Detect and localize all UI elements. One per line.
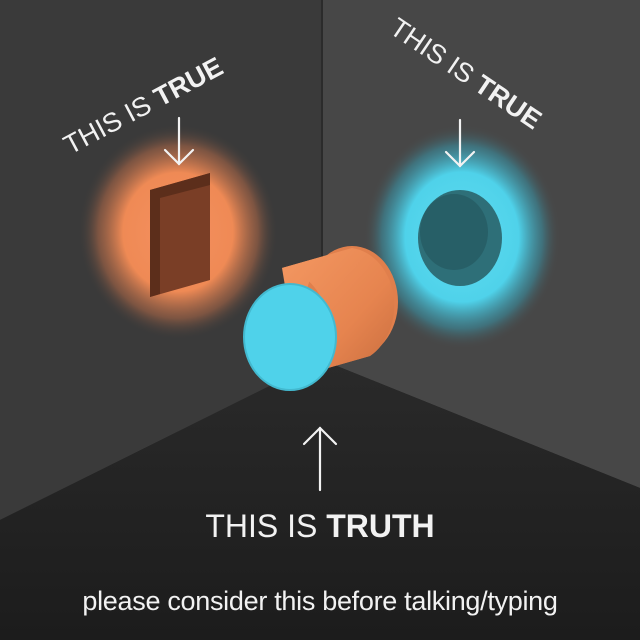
square-hole (150, 173, 210, 297)
floor (0, 360, 640, 640)
arrow-down-left (163, 116, 195, 166)
circle-hole-shade (420, 194, 488, 270)
arrow-up-floor (302, 426, 338, 492)
floor-label: THIS IS TRUTH (205, 508, 434, 544)
caption-text: please consider this before talking/typi… (82, 586, 558, 616)
arrow-down-right (444, 118, 476, 168)
cylinder-cyan-face (244, 284, 336, 390)
cylinder-object (243, 246, 398, 391)
square-hole-inner-shade (150, 173, 210, 297)
